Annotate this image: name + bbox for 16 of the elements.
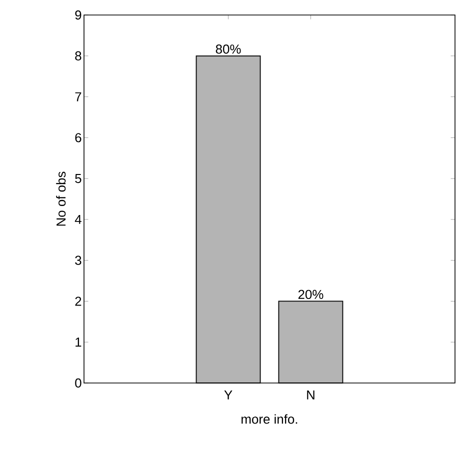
y-tick-label: 7 [75,92,82,102]
y-tick-label: 1 [76,338,82,347]
y-tick-label: 3 [75,256,82,265]
y-tick-label: 6 [75,133,82,142]
y-tick-label: 0 [75,378,82,388]
x-axis-title: more info. [242,414,298,424]
y-axis-title: No of obs [56,172,66,226]
y-tick-label: 9 [75,10,82,20]
x-tick-label: N [307,390,314,400]
y-tick-label: 5 [75,174,82,184]
y-tick-label: 4 [74,214,82,224]
annotation: 80% [216,44,241,54]
y-tick-label: 8 [75,51,82,60]
annotation: 20% [298,290,324,300]
x-tick-label: Y [224,390,232,400]
y-tick-label: 2 [75,296,82,306]
